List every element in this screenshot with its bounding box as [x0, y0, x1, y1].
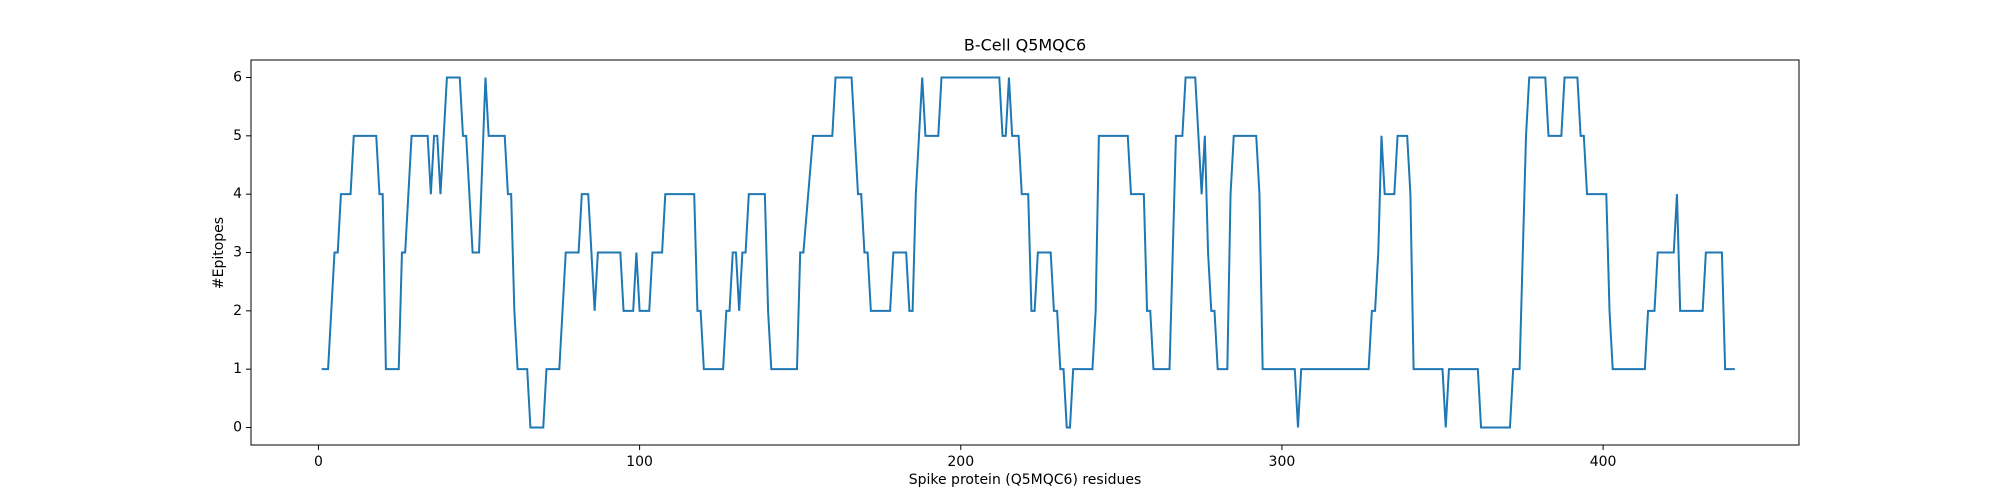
x-tick-label: 100	[626, 454, 653, 470]
y-tick-label: 4	[233, 186, 242, 202]
y-axis-label: #Epitopes	[211, 217, 227, 289]
plot-frame	[250, 59, 1800, 446]
x-tick-label: 200	[947, 454, 974, 470]
x-axis-label: Spike protein (Q5MQC6) residues	[909, 472, 1142, 488]
y-tick-label: 1	[233, 361, 242, 377]
x-tick-label: 300	[1269, 454, 1296, 470]
y-tick-label: 0	[233, 420, 242, 436]
x-tick-label: 400	[1590, 454, 1617, 470]
y-tick-label: 2	[233, 303, 242, 319]
data-line	[321, 76, 1735, 429]
y-tick-label: 5	[233, 128, 242, 144]
x-tick-label: 0	[314, 454, 323, 470]
chart-title: B-Cell Q5MQC6	[964, 36, 1086, 55]
y-tick-label: 3	[233, 245, 242, 261]
y-tick-label: 6	[233, 70, 242, 86]
